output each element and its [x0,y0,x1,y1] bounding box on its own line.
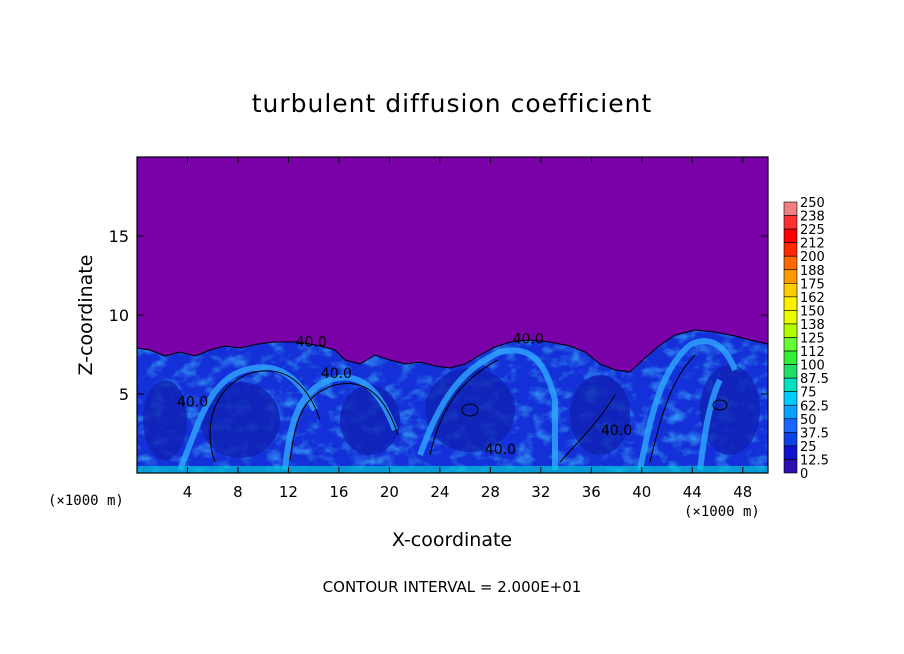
colorbar-label: 150 [800,304,825,319]
colorbar-label: 50 [800,413,817,428]
x-axis-label: X-coordinate [392,529,512,551]
colorbar-swatch [783,391,798,406]
x-tick-label: 8 [233,483,243,501]
x-unit-left: (×1000 m) [48,493,124,509]
colorbar-swatch [783,445,798,460]
colorbar-label: 212 [800,237,825,252]
colorbar-label: 12.5 [800,453,829,468]
y-tick-label: 15 [109,227,129,246]
y-axis-ticks: 5 10 15 [109,227,768,404]
colorbar-swatch [783,215,798,230]
x-tick-label: 32 [531,483,550,501]
colorbar-swatch [783,418,798,433]
colorbar-label: 225 [800,223,825,238]
colorbar-label: 238 [800,210,825,225]
x-tick-label: 48 [733,483,752,501]
x-tick-label: 12 [279,483,298,501]
colorbar: 2502382252122001881751621501381251121008… [783,196,829,482]
chart-title: turbulent diffusion coefficient [252,89,653,118]
colorbar-swatch [783,296,798,311]
x-tick-label: 28 [481,483,500,501]
contour-label: 40.0 [513,331,544,347]
contour-interval-text: CONTOUR INTERVAL = 2.000E+01 [323,578,582,596]
colorbar-label: 175 [800,277,825,292]
colorbar-label: 125 [800,332,825,347]
colorbar-label: 250 [800,196,825,211]
colorbar-label: 0 [800,467,808,482]
colorbar-swatch [783,269,798,284]
colorbar-label: 112 [800,345,825,360]
colorbar-label: 162 [800,291,825,306]
contour-label: 40.0 [177,395,208,411]
x-tick-label: 20 [380,483,399,501]
contour-label: 40.0 [601,423,632,439]
x-tick-label: 44 [683,483,702,501]
x-tick-label: 40 [632,483,651,501]
colorbar-swatch [783,255,798,271]
colorbar-swatch [783,228,798,243]
colorbar-swatch [783,404,798,420]
contour-label: 40.0 [485,442,516,458]
colorbar-swatch [783,364,798,379]
colorbar-swatch [783,282,798,298]
contour-label: 40.0 [321,366,352,382]
y-axis-label: Z-coordinate [75,255,97,376]
colorbar-label: 37.5 [800,426,829,441]
x-tick-label: 36 [582,483,601,501]
colorbar-swatch [783,242,798,257]
colorbar-label: 62.5 [800,399,829,414]
y-tick-label: 10 [109,306,129,325]
colorbar-label: 188 [800,264,825,279]
contour-label: 40.0 [296,335,327,351]
colorbar-swatch [783,337,798,352]
x-axis-ticks: 4 8 12 16 20 24 28 32 36 40 44 48 [183,157,752,501]
colorbar-swatch [783,201,798,216]
colorbar-label: 75 [800,386,817,401]
colorbar-label: 138 [800,318,825,333]
colorbar-swatch [783,432,798,447]
colorbar-label: 25 [800,440,817,455]
x-tick-label: 24 [430,483,449,501]
colorbar-swatch [783,350,798,365]
colorbar-label: 100 [800,359,825,374]
colorbar-swatch [783,323,798,338]
plot-field [137,157,768,473]
x-unit-right: (×1000 m) [684,504,760,520]
x-tick-label: 16 [329,483,348,501]
colorbar-label: 87.5 [800,372,829,387]
contour-labels: 40.0 40.0 40.0 40.0 40.0 40.0 [177,331,632,458]
colorbar-swatch [783,459,798,474]
colorbar-swatch [783,310,798,325]
x-tick-label: 4 [183,483,193,501]
contour-lines [137,329,768,463]
surface-layer [137,466,768,473]
colorbar-label: 200 [800,250,825,265]
colorbar-swatch [783,377,798,392]
y-tick-label: 5 [119,385,129,404]
